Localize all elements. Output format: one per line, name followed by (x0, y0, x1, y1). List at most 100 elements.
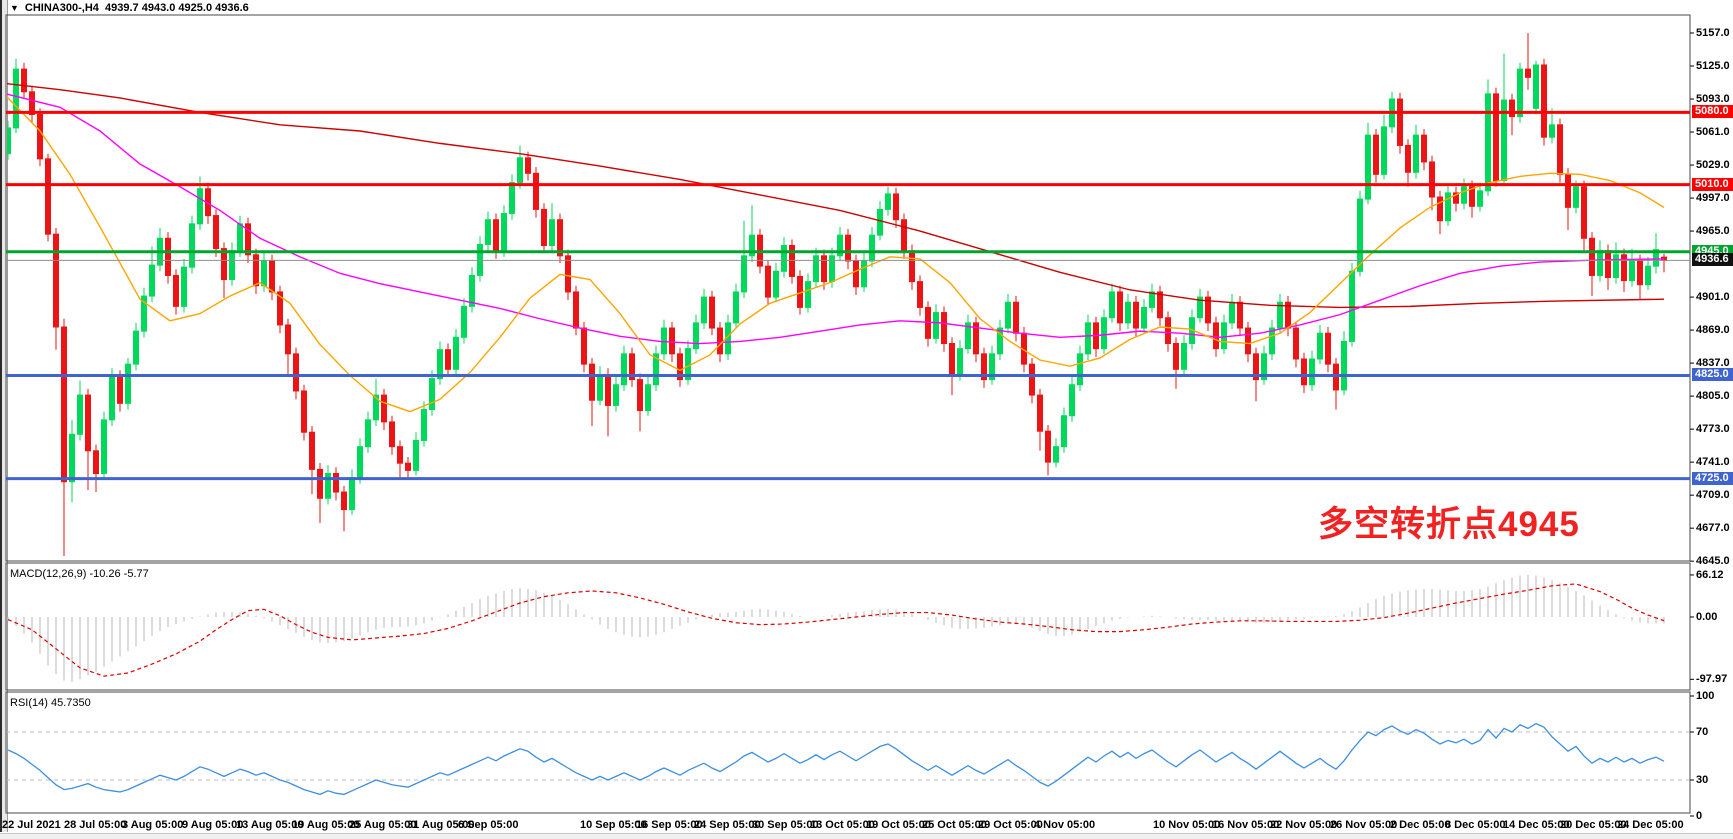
price-axis-label: 4869.0 (1696, 324, 1730, 337)
candle-body (61, 326, 67, 483)
ma-line-orange (7, 95, 1665, 413)
candle-body (213, 215, 219, 250)
candle-body (869, 234, 875, 262)
candle-body (1069, 384, 1075, 417)
candle-body (405, 462, 411, 471)
candle-body (997, 327, 1003, 355)
candle-body (845, 234, 851, 262)
candle-body (1261, 353, 1267, 381)
time-axis-label: 29 Oct 05:00 (978, 819, 1043, 831)
candle-body (37, 113, 43, 160)
main-chart-pane[interactable] (5, 14, 1691, 562)
rsi-pane[interactable] (5, 691, 1691, 814)
current-price-badge: 4936.6 (1692, 253, 1733, 267)
candle-body (389, 421, 395, 448)
candle-body (973, 322, 979, 355)
price-badge-5010.0: 5010.0 (1692, 177, 1733, 191)
time-axis-label: 19 Aug 05:00 (292, 819, 360, 831)
candle-body (1541, 64, 1547, 138)
rsi-axis-label: 30 (1696, 774, 1709, 786)
candle-body (1301, 358, 1307, 386)
candle-body (1181, 343, 1187, 370)
candle-body (1645, 265, 1651, 286)
candle-body (469, 274, 475, 307)
candle-body (485, 219, 491, 245)
candle-body (909, 250, 915, 283)
candle-body (1165, 317, 1171, 345)
candle-body (605, 373, 611, 406)
candle-body (733, 291, 739, 324)
candle-body (1477, 190, 1483, 207)
price-axis-label: 4709.0 (1696, 489, 1730, 502)
candle-body (1613, 254, 1619, 278)
candle-body (333, 472, 339, 493)
candle-body (853, 260, 859, 288)
candle-body (1525, 68, 1531, 78)
candle-body (1581, 186, 1587, 239)
candle-body (309, 431, 315, 470)
macd-signal-line (7, 583, 1665, 677)
time-axis-label: 24 Sep 05:00 (694, 819, 761, 831)
candle-body (301, 390, 307, 433)
candle-body (1493, 93, 1499, 182)
time-axis-label: 13 Aug 05:00 (236, 819, 304, 831)
candle-body (293, 353, 299, 392)
macd-pane[interactable] (5, 562, 1691, 691)
candle-body (1109, 291, 1115, 319)
candle-body (877, 208, 883, 236)
candle-body (1557, 124, 1563, 175)
candle-body (45, 158, 51, 235)
candle-body (1397, 98, 1403, 146)
candle-body (645, 384, 651, 412)
candle-body (53, 233, 59, 328)
candle-body (165, 237, 171, 276)
candle-body (117, 376, 123, 404)
candle-body (629, 353, 635, 381)
candle-body (933, 312, 939, 339)
symbol-dropdown-icon[interactable]: ▼ (10, 3, 19, 13)
time-axis-label: 16 Nov 05:00 (1212, 819, 1280, 831)
candle-body (813, 255, 819, 283)
candle-body (1037, 394, 1043, 432)
candle-body (525, 157, 531, 174)
price-axis-label: 5061.0 (1696, 126, 1730, 139)
rsi-pane-resize-handle[interactable] (6, 689, 1690, 692)
candle-body (317, 468, 323, 499)
candle-body (413, 439, 419, 471)
candle-body (397, 446, 403, 464)
candle-body (1341, 340, 1347, 391)
candle-body (517, 157, 523, 184)
candle-body (453, 336, 459, 370)
price-axis-label: 4677.0 (1696, 522, 1730, 535)
candle-body (1053, 446, 1059, 463)
candle-body (1077, 353, 1083, 386)
candle-body (1637, 260, 1643, 286)
candle-body (765, 265, 771, 298)
candle-body (373, 394, 379, 421)
candle-body (1629, 260, 1635, 282)
candle-body (1605, 250, 1611, 278)
candle-body (429, 378, 435, 411)
macd-axis-label: 66.12 (1696, 568, 1724, 581)
candle-body (1621, 254, 1627, 282)
candle-body (861, 260, 867, 288)
candle-body (917, 281, 923, 308)
candle-body (1469, 186, 1475, 207)
candle-body (349, 477, 355, 511)
candle-body (1005, 301, 1011, 329)
candle-body (1245, 327, 1251, 355)
candle-body (1589, 237, 1595, 276)
time-axis-label: 9 Aug 05:00 (182, 819, 244, 831)
time-axis-label: 31 Aug 05:00 (407, 819, 475, 831)
candle-body (261, 260, 267, 287)
price-axis-label: 4773.0 (1696, 423, 1730, 436)
macd-pane-resize-handle[interactable] (6, 560, 1690, 563)
candle-body (1125, 301, 1131, 324)
candle-body (773, 270, 779, 298)
chart-text-annotation: 多空转折点4945 (1318, 505, 1580, 544)
candle-body (1173, 343, 1179, 370)
rsi-axis-label: 0 (1696, 810, 1703, 822)
rsi-line (7, 722, 1665, 796)
